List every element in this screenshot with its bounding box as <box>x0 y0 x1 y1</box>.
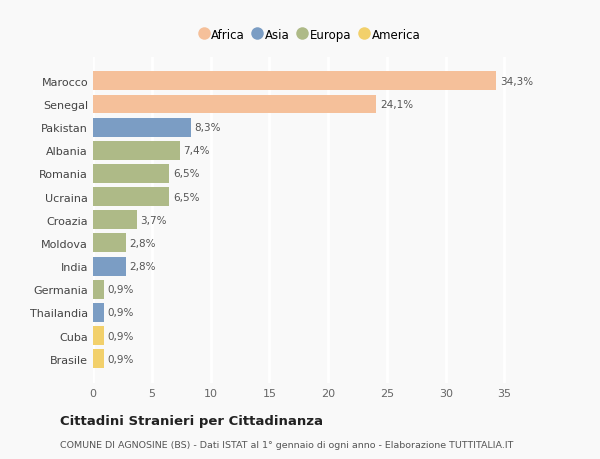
Text: 0,9%: 0,9% <box>107 308 133 318</box>
Text: COMUNE DI AGNOSINE (BS) - Dati ISTAT al 1° gennaio di ogni anno - Elaborazione T: COMUNE DI AGNOSINE (BS) - Dati ISTAT al … <box>60 441 514 449</box>
Text: Cittadini Stranieri per Cittadinanza: Cittadini Stranieri per Cittadinanza <box>60 414 323 428</box>
Text: 2,8%: 2,8% <box>130 238 156 248</box>
Bar <box>93 280 104 299</box>
Bar <box>93 141 180 161</box>
Bar <box>93 303 104 322</box>
Bar <box>93 95 376 114</box>
Bar <box>93 188 169 207</box>
Text: 2,8%: 2,8% <box>130 262 156 272</box>
Bar <box>93 211 137 230</box>
Bar <box>93 165 169 184</box>
Text: 6,5%: 6,5% <box>173 169 199 179</box>
Bar <box>93 234 126 253</box>
Text: 8,3%: 8,3% <box>194 123 221 133</box>
Text: 0,9%: 0,9% <box>107 331 133 341</box>
Bar <box>93 326 104 345</box>
Text: 24,1%: 24,1% <box>380 100 413 110</box>
Bar <box>93 257 126 276</box>
Text: 3,7%: 3,7% <box>140 215 167 225</box>
Legend: Africa, Asia, Europa, America: Africa, Asia, Europa, America <box>196 24 425 46</box>
Bar <box>93 72 496 91</box>
Text: 7,4%: 7,4% <box>184 146 210 156</box>
Text: 0,9%: 0,9% <box>107 354 133 364</box>
Text: 0,9%: 0,9% <box>107 285 133 295</box>
Text: 34,3%: 34,3% <box>500 77 533 87</box>
Bar <box>93 118 191 137</box>
Text: 6,5%: 6,5% <box>173 192 199 202</box>
Bar <box>93 349 104 369</box>
